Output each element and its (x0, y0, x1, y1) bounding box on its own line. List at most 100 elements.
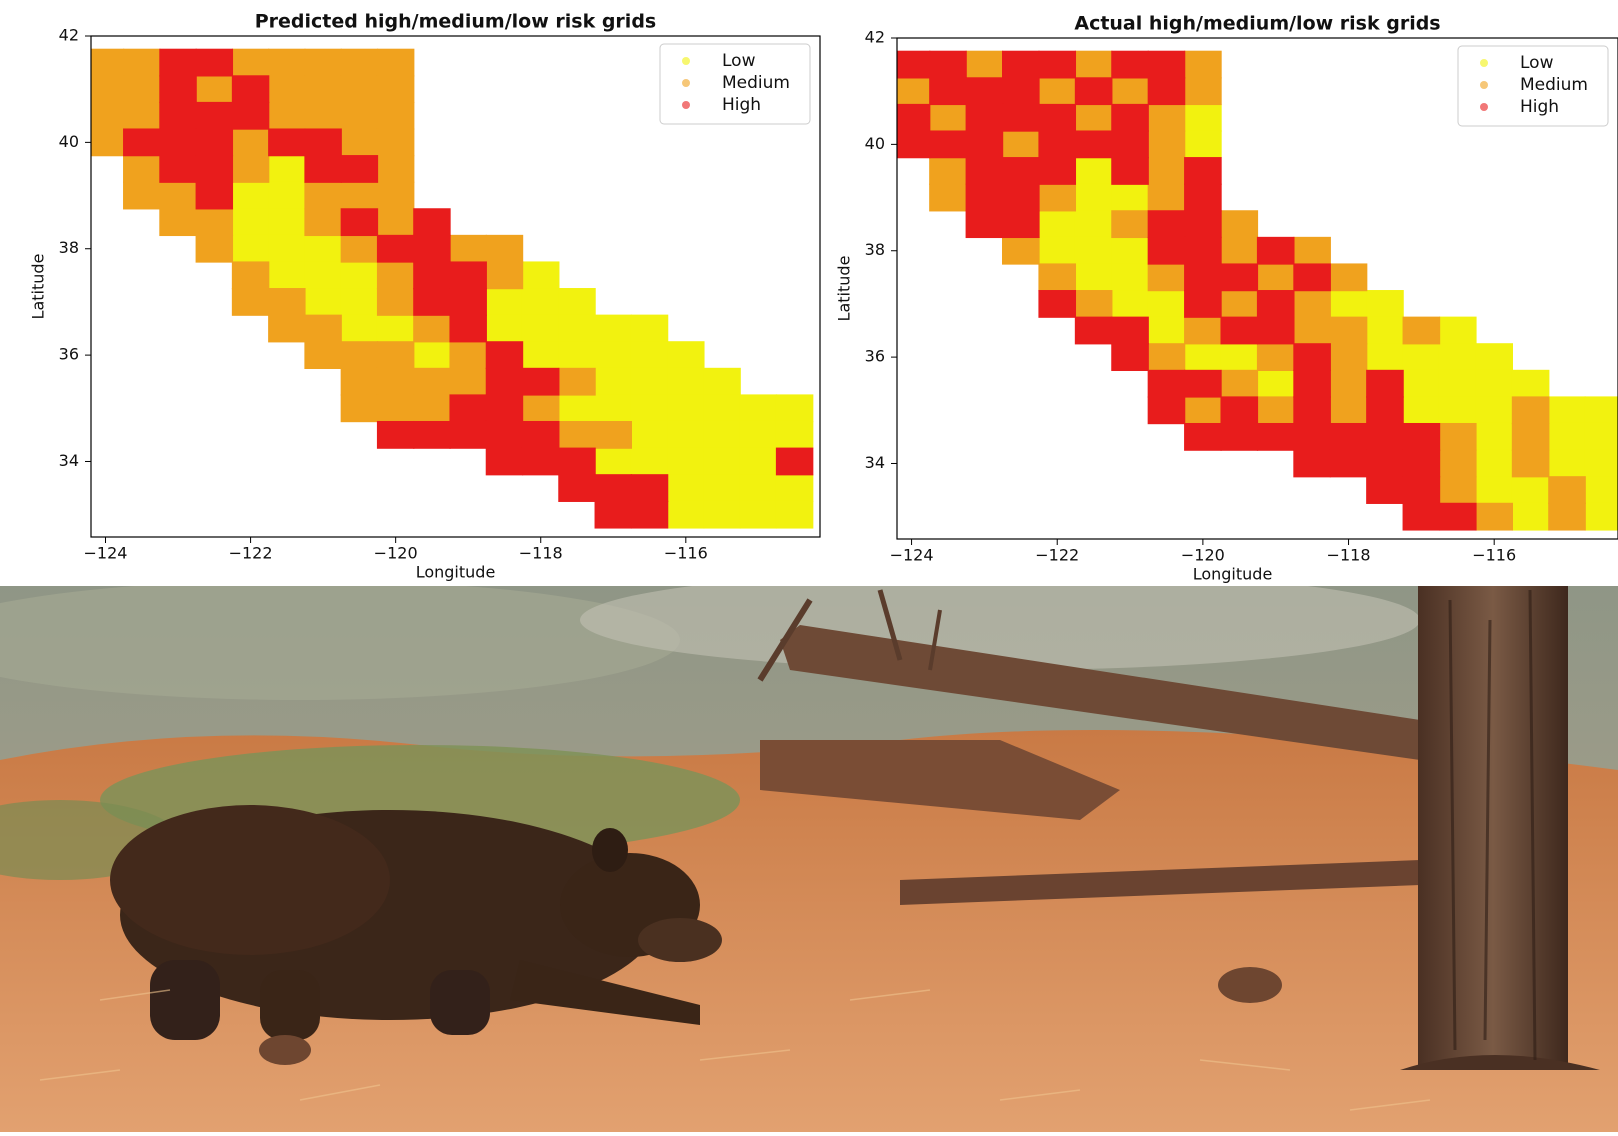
grid-cell (123, 128, 160, 156)
y-tick-label: 38 (865, 240, 885, 259)
grid-cell (123, 155, 160, 183)
legend-marker (1480, 81, 1488, 89)
grid-cell (1148, 290, 1186, 318)
grid-cell (87, 102, 124, 130)
grid-cell (1148, 263, 1186, 291)
grid-cell (1148, 210, 1186, 238)
grid-cell (486, 341, 523, 369)
grid-cell (123, 75, 160, 103)
grid-cell (413, 394, 450, 422)
y-tick-label: 42 (865, 28, 885, 47)
grid-cell (304, 315, 341, 343)
grid-cell (268, 49, 305, 77)
grid-cell (341, 75, 378, 103)
grid-cell (522, 421, 559, 449)
grid-cell (893, 77, 931, 105)
grid-cell (196, 182, 233, 210)
grid-cell (1366, 423, 1404, 451)
grid-cell (196, 49, 233, 77)
grid-cell (341, 261, 378, 289)
grid-cell (1366, 290, 1404, 318)
grid-cell (268, 102, 305, 130)
grid-cell (595, 368, 632, 396)
grid-cell (377, 208, 414, 236)
x-tick-label: −116 (1472, 546, 1516, 565)
grid-cell (1293, 263, 1331, 291)
grid-cell (667, 501, 704, 529)
grid-cell (1475, 396, 1513, 424)
grid-cell (159, 208, 196, 236)
grid-cell (1220, 343, 1258, 371)
grid-cell (1038, 77, 1076, 105)
grid-cell (740, 448, 777, 476)
grid-cell (1111, 317, 1149, 345)
grid-cell (893, 130, 931, 158)
grid-cell (1148, 51, 1186, 79)
grid-cell (929, 51, 967, 79)
grid-cell (1002, 130, 1040, 158)
grid-cell (377, 235, 414, 263)
grid-cell (377, 288, 414, 316)
grid-cell (1184, 184, 1222, 212)
x-axis-label: Longitude (1193, 565, 1273, 584)
grid-cell (159, 75, 196, 103)
grid-cell (377, 261, 414, 289)
grid-cell (1111, 104, 1149, 132)
grid-cell (1002, 104, 1040, 132)
grid-cell (631, 421, 668, 449)
grid-cell (1148, 370, 1186, 398)
x-tick-label: −118 (519, 544, 563, 563)
grid-cell (486, 315, 523, 343)
grid-cell (522, 394, 559, 422)
legend-marker (682, 101, 690, 109)
grid-cell (87, 75, 124, 103)
grid-cell (1111, 130, 1149, 158)
grid-cell (929, 77, 967, 105)
grid-cell (1403, 476, 1441, 504)
grid-cell (1184, 157, 1222, 185)
grid-cell (595, 341, 632, 369)
grid-cell (1585, 450, 1618, 478)
grid-cell (196, 128, 233, 156)
grid-cell (268, 75, 305, 103)
grid-cell (558, 341, 595, 369)
grid-cell (1403, 423, 1441, 451)
grid-cell (341, 368, 378, 396)
grid-cell (123, 49, 160, 77)
grid-cell (1038, 130, 1076, 158)
grid-cell (268, 182, 305, 210)
grid-cell (1293, 396, 1331, 424)
grid-cell (377, 155, 414, 183)
grid-cell (1075, 237, 1113, 265)
grid-cell (522, 288, 559, 316)
grid-cell (966, 130, 1004, 158)
grid-cell (232, 155, 269, 183)
grid-cell (595, 421, 632, 449)
grid-cell (1184, 77, 1222, 105)
grid-cell (1512, 450, 1550, 478)
grid-cell (341, 155, 378, 183)
smoke (580, 570, 1420, 670)
grid-cell (1512, 476, 1550, 504)
grid-cell (740, 474, 777, 502)
grid-cell (232, 235, 269, 263)
grid-cell (449, 394, 486, 422)
grid-cell (377, 49, 414, 77)
legend-marker (682, 79, 690, 87)
legend-label: High (722, 95, 761, 115)
grid-cell (413, 261, 450, 289)
grid-cell (304, 102, 341, 130)
grid-cell (595, 315, 632, 343)
grid-cell (1257, 396, 1295, 424)
grid-cell (667, 474, 704, 502)
y-tick-label: 34 (59, 451, 79, 470)
grid-cell (1220, 396, 1258, 424)
grid-cell (966, 104, 1004, 132)
grid-cell (740, 421, 777, 449)
grid-cell (667, 448, 704, 476)
grid-cell (413, 421, 450, 449)
grid-cell (486, 421, 523, 449)
grid-cell (1439, 317, 1477, 345)
grid-cell (776, 448, 813, 476)
